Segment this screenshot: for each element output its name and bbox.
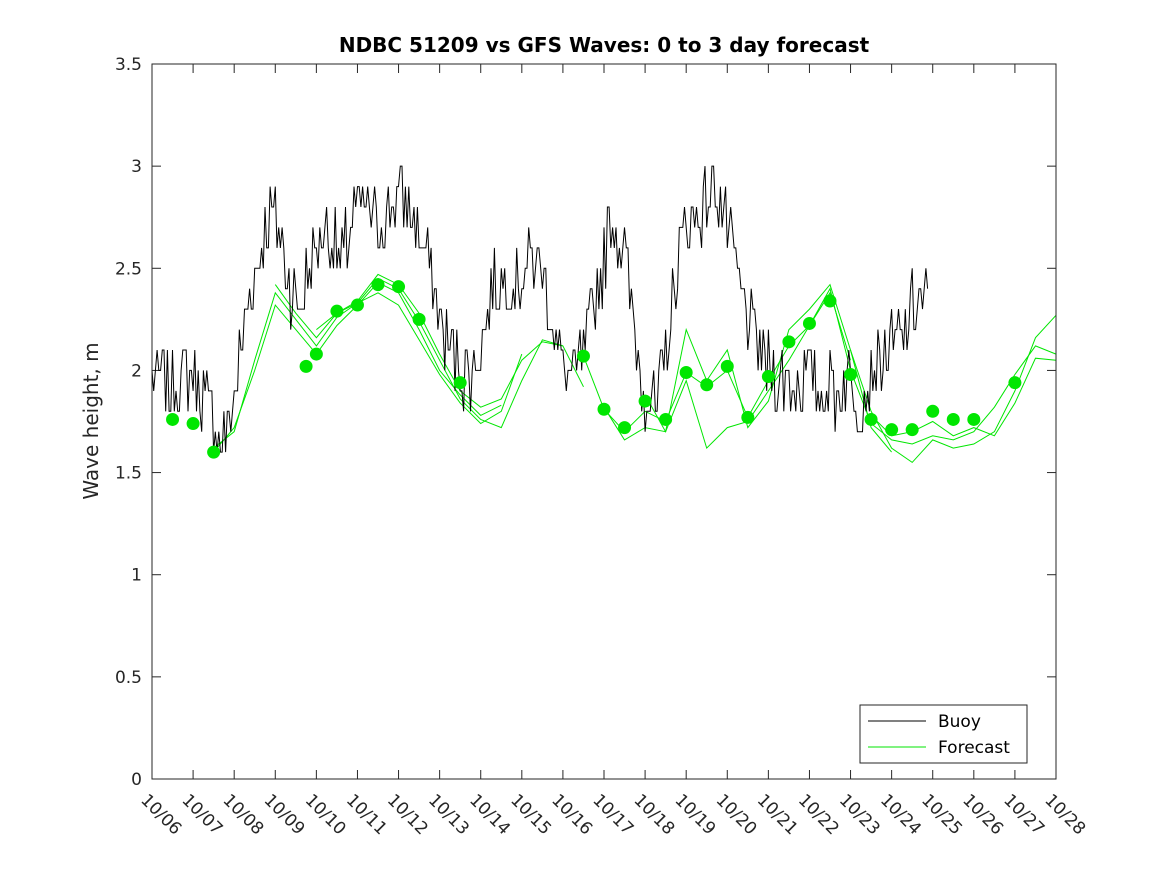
forecast-point [802,316,816,330]
y-tick-label: 0.5 [115,668,142,688]
forecast-point [844,368,858,382]
forecast-point [967,412,981,426]
forecast-point [720,359,734,373]
forecast-point [618,421,632,435]
forecast-point [207,445,221,459]
y-tick-label: 3 [131,157,142,177]
forecast-line [603,283,892,453]
forecast-point [905,423,919,437]
forecast-point [864,412,878,426]
forecast-point [659,412,673,426]
y-tick-label: 1.5 [115,464,142,484]
forecast-point [392,280,406,294]
forecast-point [299,359,313,373]
y-tick-label: 1 [131,566,142,586]
forecast-point [350,298,364,312]
legend-buoy-label: Buoy [938,712,981,732]
forecast-point [946,412,960,426]
legend: Buoy Forecast [859,704,1028,764]
forecast-point [700,378,714,392]
forecast-point [638,394,652,408]
forecast-point [761,370,775,384]
forecast-point [309,347,323,361]
forecast-point [576,349,590,363]
buoy-line [151,165,929,453]
forecast-line [316,273,584,408]
legend-forecast-label: Forecast [938,738,1010,758]
y-tick-label: 3.5 [115,55,142,75]
forecast-point [412,312,426,326]
forecast-line [870,357,1057,437]
forecast-point [1008,376,1022,390]
forecast-point [330,304,344,318]
forecast-point [679,365,693,379]
plot-area [152,64,1056,779]
forecast-point [885,423,899,437]
forecast-point [453,376,467,390]
y-tick-label: 2.5 [115,259,142,279]
forecast-point [166,412,180,426]
y-tick-label: 0 [131,770,142,790]
forecast-point [741,410,755,424]
forecast-line [213,291,523,449]
forecast-point [371,278,385,292]
y-axis-label: Wave height, m [79,342,103,499]
data-series [151,165,1057,464]
legend-box [859,704,1028,764]
forecast-point [823,294,837,308]
chart-title: NDBC 51209 vs GFS Waves: 0 to 3 day fore… [339,33,870,57]
forecast-line [850,314,1057,464]
plot-frame [151,63,1057,780]
y-tick-label: 2 [131,361,142,381]
forecast-point [782,335,796,349]
forecast-point [597,402,611,416]
forecast-point [926,404,940,418]
forecast-point [186,417,200,431]
